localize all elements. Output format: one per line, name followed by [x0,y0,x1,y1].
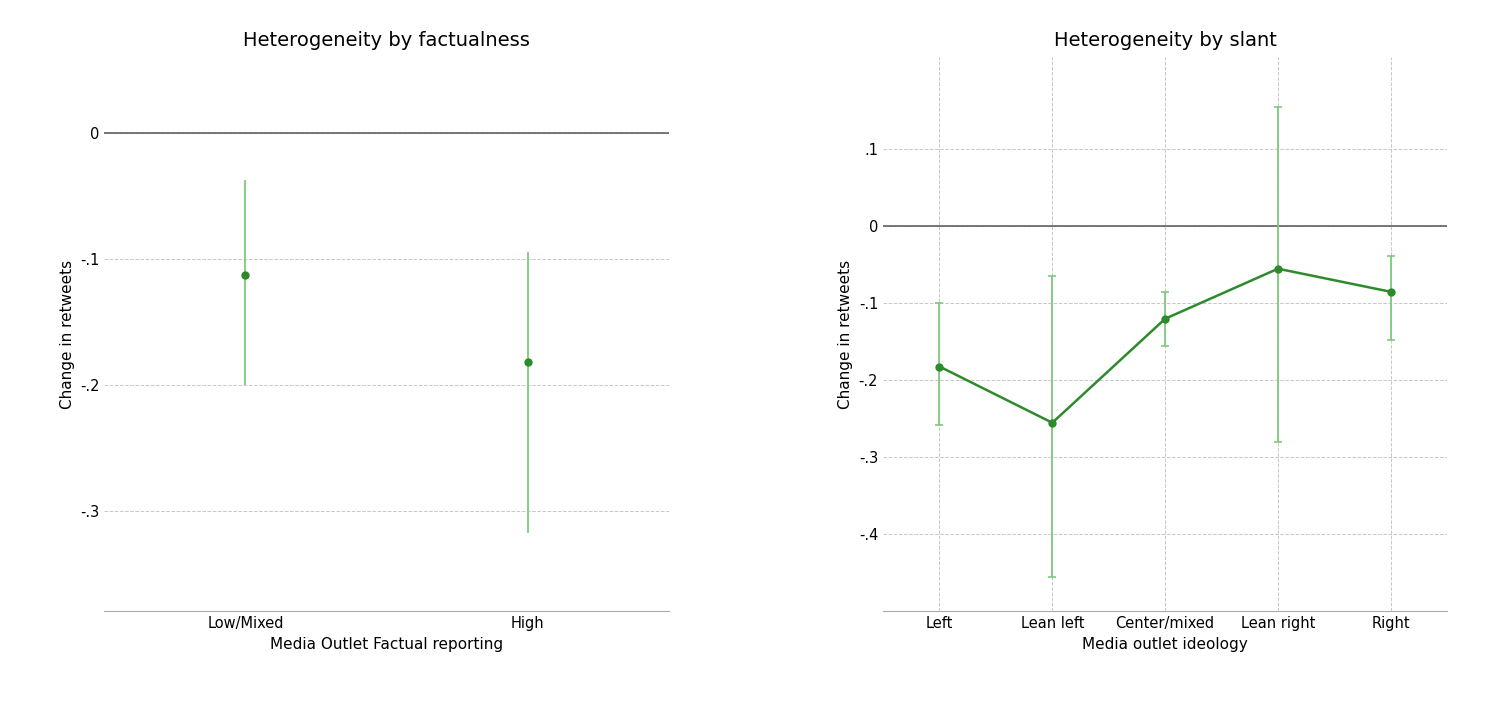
Title: Heterogeneity by slant: Heterogeneity by slant [1053,31,1277,50]
X-axis label: Media Outlet Factual reporting: Media Outlet Factual reporting [270,637,503,652]
Y-axis label: Change in retweets: Change in retweets [60,260,75,409]
X-axis label: Media outlet ideology: Media outlet ideology [1082,637,1247,652]
Title: Heterogeneity by factualness: Heterogeneity by factualness [243,31,530,50]
Y-axis label: Change in retweets: Change in retweets [839,260,853,409]
